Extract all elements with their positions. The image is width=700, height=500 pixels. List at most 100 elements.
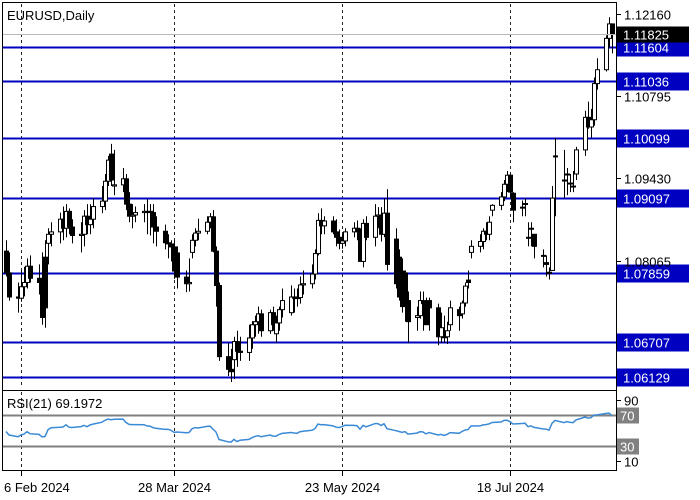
candle-body[interactable] [235, 341, 240, 352]
candle-body[interactable] [229, 368, 234, 373]
candle-body[interactable] [187, 282, 192, 285]
candle-body[interactable] [532, 233, 537, 247]
candle-body[interactable] [277, 309, 282, 324]
candle-body[interactable] [565, 173, 570, 176]
candle-body[interactable] [109, 153, 114, 181]
candle-body[interactable] [595, 69, 600, 85]
candle-body[interactable] [310, 273, 315, 285]
candle-body[interactable] [550, 197, 555, 271]
candle-body[interactable] [415, 315, 420, 318]
candle-body[interactable] [43, 256, 48, 309]
candles-series[interactable] [4, 17, 615, 382]
candle-body[interactable] [460, 302, 465, 315]
candle-body[interactable] [151, 212, 156, 228]
candle-body[interactable] [82, 215, 87, 235]
candle-body[interactable] [301, 283, 306, 286]
candle-body[interactable] [424, 303, 429, 326]
candle-body[interactable] [361, 222, 366, 262]
candle-body[interactable] [406, 300, 411, 323]
candle-body[interactable] [298, 284, 303, 299]
candle-body[interactable] [124, 178, 129, 205]
candle-body[interactable] [331, 220, 336, 233]
candle-body[interactable] [568, 182, 573, 185]
rsi-line[interactable] [5, 412, 613, 443]
candle-body[interactable] [583, 116, 588, 151]
candle-body[interactable] [448, 307, 453, 326]
candle-body[interactable] [364, 222, 369, 238]
candle-body[interactable] [289, 296, 294, 314]
candle-body[interactable] [385, 212, 390, 265]
candle-body[interactable] [274, 322, 279, 335]
rsi-panel[interactable]: 70 30 90 10 [3, 394, 639, 470]
candle-body[interactable] [337, 236, 342, 244]
candle-body[interactable] [439, 327, 444, 338]
candle-body[interactable] [442, 336, 447, 339]
candle-body[interactable] [589, 119, 594, 128]
candle-body[interactable] [487, 221, 492, 235]
candle-body[interactable] [334, 231, 339, 238]
candle-body[interactable] [526, 236, 531, 239]
candle-body[interactable] [592, 83, 597, 121]
candle-body[interactable] [541, 254, 546, 257]
candle-body[interactable] [67, 210, 72, 228]
candle-body[interactable] [211, 216, 216, 252]
candle-body[interactable] [217, 285, 222, 358]
candle-body[interactable] [355, 227, 360, 232]
candle-body[interactable] [247, 337, 252, 353]
candle-body[interactable] [343, 231, 348, 242]
candle-body[interactable] [427, 300, 432, 309]
candle-body[interactable] [4, 250, 9, 274]
candle-body[interactable] [226, 356, 231, 370]
candle-body[interactable] [511, 192, 516, 211]
candle-body[interactable] [196, 230, 201, 234]
candle-body[interactable] [340, 240, 345, 244]
candle-body[interactable] [571, 185, 576, 188]
candle-body[interactable] [322, 220, 327, 227]
candle-body[interactable] [103, 180, 108, 202]
candle-body[interactable] [49, 231, 54, 235]
candle-body[interactable] [490, 204, 495, 211]
candle-body[interactable] [499, 196, 504, 206]
candle-body[interactable] [445, 330, 450, 338]
candle-body[interactable] [520, 206, 525, 209]
candle-body[interactable] [88, 218, 93, 226]
candle-body[interactable] [547, 271, 552, 274]
candle-body[interactable] [37, 277, 42, 284]
candle-body[interactable] [313, 253, 318, 275]
candle-body[interactable] [502, 183, 507, 198]
candle-body[interactable] [154, 226, 159, 232]
candle-body[interactable] [100, 200, 105, 208]
candle-body[interactable] [163, 230, 168, 244]
candle-body[interactable] [250, 324, 255, 339]
candle-body[interactable] [79, 233, 84, 236]
candle-body[interactable] [148, 210, 153, 214]
candle-body[interactable] [112, 184, 117, 187]
candle-body[interactable] [469, 245, 474, 253]
candle-body[interactable] [421, 300, 426, 305]
candle-body[interactable] [316, 219, 321, 255]
candle-body[interactable] [169, 243, 174, 248]
candle-body[interactable] [22, 282, 27, 288]
candle-body[interactable] [130, 214, 135, 217]
candle-body[interactable] [481, 230, 486, 243]
candle-body[interactable] [610, 23, 615, 35]
candle-body[interactable] [253, 321, 258, 326]
candle-body[interactable] [127, 203, 132, 217]
candle-body[interactable] [46, 233, 51, 244]
candle-body[interactable] [553, 155, 558, 158]
candle-body[interactable] [133, 212, 138, 216]
candle-body[interactable] [259, 313, 264, 332]
candle-body[interactable] [508, 174, 513, 193]
candle-body[interactable] [193, 232, 198, 241]
candle-body[interactable] [466, 279, 471, 284]
candle-body[interactable] [478, 241, 483, 247]
candle-body[interactable] [418, 300, 423, 317]
candle-body[interactable] [280, 300, 285, 311]
candle-body[interactable] [205, 221, 210, 232]
candle-body[interactable] [28, 265, 33, 279]
candle-body[interactable] [373, 215, 378, 238]
candle-body[interactable] [562, 179, 567, 182]
candle-body[interactable] [604, 37, 609, 71]
candle-body[interactable] [19, 286, 24, 299]
